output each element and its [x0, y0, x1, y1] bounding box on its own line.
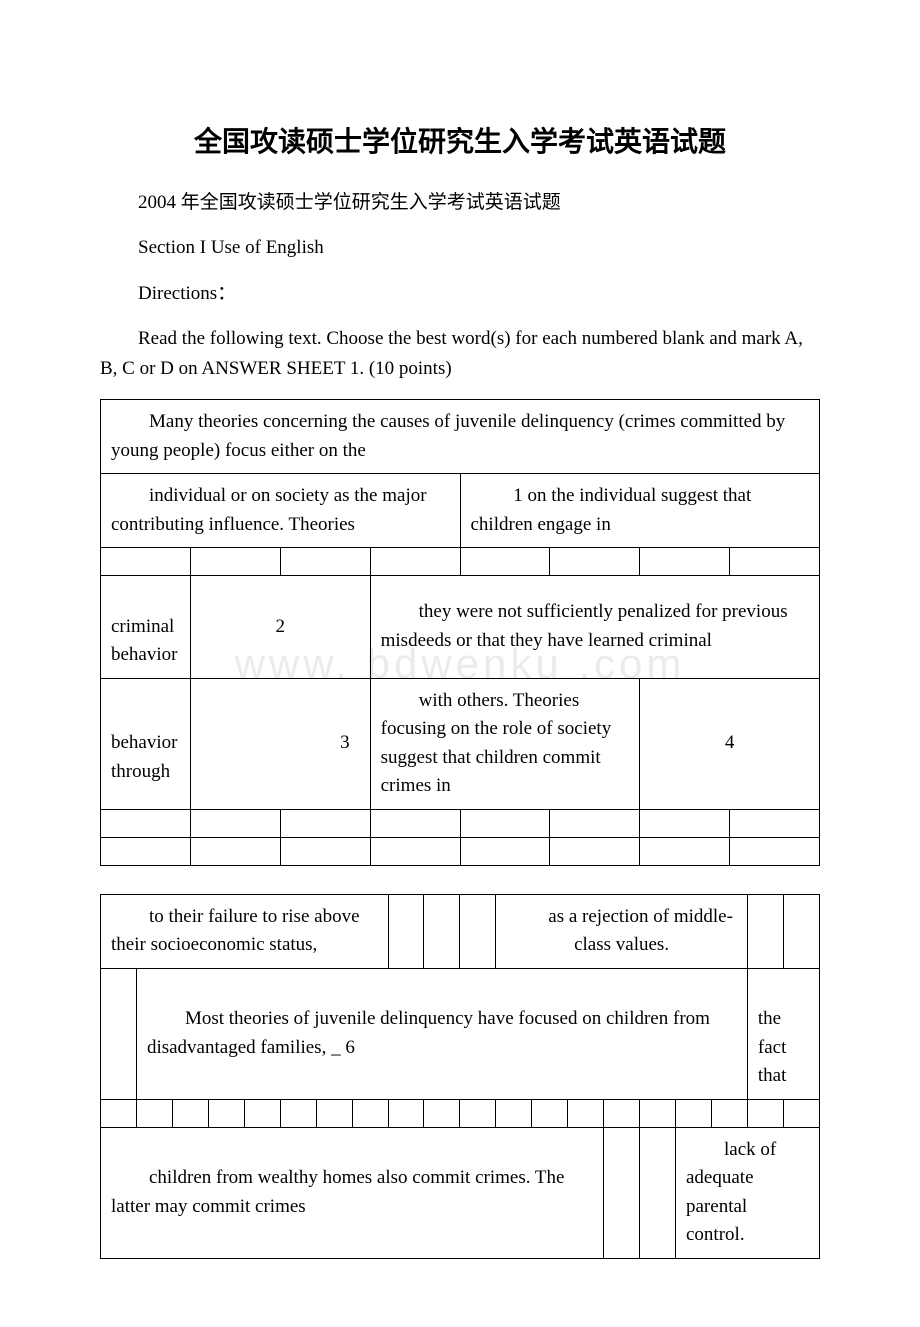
empty-cell: [640, 1099, 676, 1127]
empty-cell: [550, 548, 640, 576]
cell: to their failure to rise above their soc…: [101, 894, 389, 968]
cloze-table-2: to their failure to rise above their soc…: [100, 894, 820, 1259]
empty-cell: [280, 1099, 316, 1127]
empty-cell: [101, 1099, 137, 1127]
empty-cell: [424, 1099, 460, 1127]
empty-cell: [388, 894, 424, 968]
empty-cell: [676, 1099, 712, 1127]
directions-text: Read the following text. Choose the best…: [100, 324, 820, 383]
empty-cell: [208, 1099, 244, 1127]
cell: as a rejection of middle-class values.: [496, 894, 748, 968]
empty-cell: [244, 1099, 280, 1127]
empty-cell: [747, 1099, 783, 1127]
empty-cell: [711, 1099, 747, 1127]
empty-cell: [280, 809, 370, 837]
empty-cell: [424, 894, 460, 968]
cloze-table-1: Many theories concerning the causes of j…: [100, 399, 820, 866]
empty-cell: [783, 1099, 819, 1127]
empty-cell: [783, 894, 819, 968]
empty-cell: [496, 1099, 532, 1127]
empty-cell: [172, 1099, 208, 1127]
cell: behavior through: [101, 678, 191, 809]
cell: with others. Theories focusing on the ro…: [370, 678, 640, 809]
empty-cell: [460, 1099, 496, 1127]
empty-cell: [280, 548, 370, 576]
empty-cell: [352, 1099, 388, 1127]
empty-cell: [101, 548, 191, 576]
empty-cell: [604, 1099, 640, 1127]
empty-cell: [747, 894, 783, 968]
section-heading: Section I Use of English: [100, 233, 820, 262]
cell: individual or on society as the major co…: [101, 474, 461, 548]
cell: Most theories of juvenile delinquency ha…: [136, 968, 747, 1099]
cell: 4: [640, 678, 820, 809]
empty-cell: [460, 809, 550, 837]
empty-cell: [460, 894, 496, 968]
empty-cell: [101, 837, 191, 865]
empty-cell: [640, 809, 730, 837]
empty-cell: [640, 548, 730, 576]
empty-cell: [190, 809, 280, 837]
empty-cell: [388, 1099, 424, 1127]
cell: 3: [190, 678, 370, 809]
empty-cell: [550, 837, 640, 865]
empty-cell: [101, 809, 191, 837]
empty-cell: [280, 837, 370, 865]
cell: 1 on the individual suggest that childre…: [460, 474, 820, 548]
empty-cell: [370, 837, 460, 865]
empty-cell: [550, 809, 640, 837]
empty-cell: [370, 548, 460, 576]
page-title: 全国攻读硕士学位研究生入学考试英语试题: [100, 120, 820, 160]
cell: the fact that: [747, 968, 819, 1099]
empty-cell: [532, 1099, 568, 1127]
cell: Many theories concerning the causes of j…: [101, 400, 820, 474]
cell: lack of adequate parental control.: [676, 1127, 820, 1258]
empty-cell: [190, 548, 280, 576]
empty-cell: [101, 968, 137, 1099]
empty-cell: [136, 1099, 172, 1127]
empty-cell: [316, 1099, 352, 1127]
empty-cell: [730, 548, 820, 576]
cell: they were not sufficiently penalized for…: [370, 576, 819, 679]
cell: children from wealthy homes also commit …: [101, 1127, 604, 1258]
cell: 2: [190, 576, 370, 679]
empty-cell: [460, 548, 550, 576]
cell: criminal behavior: [101, 576, 191, 679]
empty-cell: [730, 837, 820, 865]
empty-cell: [190, 837, 280, 865]
empty-cell: [460, 837, 550, 865]
directions-label: Directions：: [100, 279, 820, 308]
subtitle-text: 2004 年全国攻读硕士学位研究生入学考试英语试题: [100, 188, 820, 217]
empty-cell: [568, 1099, 604, 1127]
empty-cell: [640, 837, 730, 865]
empty-cell: [640, 1127, 676, 1258]
empty-cell: [604, 1127, 640, 1258]
empty-cell: [370, 809, 460, 837]
empty-cell: [730, 809, 820, 837]
